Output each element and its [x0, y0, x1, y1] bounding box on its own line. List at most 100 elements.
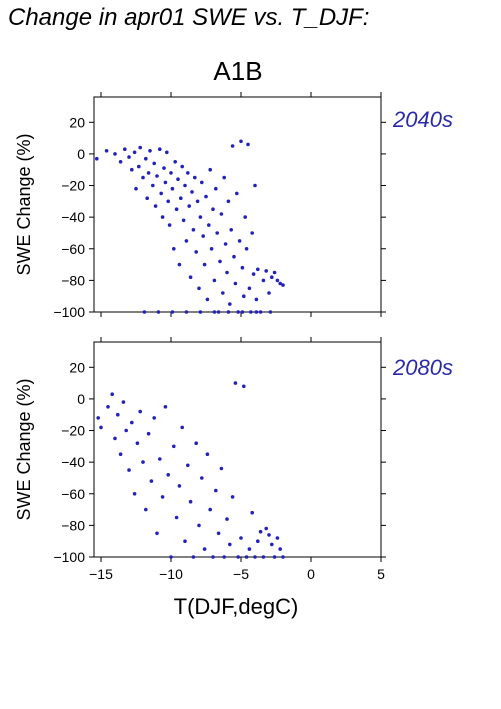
data-point	[138, 145, 142, 150]
data-point	[188, 275, 193, 280]
data-point	[226, 199, 231, 204]
data-point	[188, 499, 193, 504]
data-point	[162, 166, 166, 170]
y-tick-label: −100	[53, 304, 85, 320]
data-point	[222, 555, 226, 559]
data-point	[177, 484, 182, 488]
data-point	[197, 286, 201, 291]
data-point	[106, 405, 110, 409]
data-point	[236, 310, 240, 314]
data-point	[239, 536, 243, 540]
data-point	[194, 250, 198, 254]
data-point	[243, 215, 247, 219]
data-point	[281, 283, 285, 287]
y-axis-title: SWE Change (%)	[14, 378, 34, 520]
data-point	[249, 310, 253, 314]
data-point	[270, 542, 274, 547]
data-point	[278, 281, 283, 286]
data-point	[152, 416, 156, 420]
panel-1-frame	[93, 96, 382, 313]
data-point	[195, 199, 200, 204]
data-point	[198, 310, 203, 314]
panel-2-period-label: 2080s	[393, 355, 453, 380]
data-point	[197, 523, 201, 528]
data-point	[242, 384, 246, 389]
data-point	[251, 272, 256, 276]
data-point	[201, 234, 205, 238]
scenario-title: A1B	[213, 56, 263, 86]
data-point	[261, 278, 266, 283]
data-point	[118, 160, 123, 164]
page-title: Change in apr01 SWE vs. T_DJF:	[8, 4, 370, 31]
data-point	[275, 278, 280, 283]
data-point	[138, 409, 142, 414]
data-point	[186, 171, 190, 175]
y-tick-label: −100	[53, 549, 85, 565]
data-point	[155, 174, 159, 178]
data-point	[190, 190, 194, 194]
data-point	[132, 492, 137, 496]
data-point	[209, 247, 214, 251]
data-point	[255, 267, 260, 272]
data-point	[142, 310, 147, 314]
data-point	[226, 310, 231, 314]
x-axis-title: T(DJF,degC)	[173, 594, 299, 619]
x-tick-label: −5	[233, 566, 249, 582]
data-point	[180, 425, 184, 430]
data-point	[272, 270, 277, 275]
x-tick-label: 5	[377, 566, 385, 582]
data-point	[229, 228, 233, 232]
data-point	[258, 310, 263, 314]
data-point	[198, 215, 203, 219]
data-point	[95, 156, 99, 161]
data-point	[261, 555, 266, 559]
data-point	[235, 191, 239, 196]
data-point	[254, 310, 259, 314]
y-tick-label: −20	[61, 178, 85, 194]
data-point	[255, 539, 260, 543]
y-tick-label: 20	[69, 114, 85, 130]
data-point	[275, 536, 280, 540]
data-point	[163, 405, 168, 409]
data-point	[240, 265, 245, 270]
data-point	[278, 547, 283, 551]
data-point	[247, 547, 252, 551]
data-point	[215, 231, 219, 235]
data-point	[191, 228, 196, 232]
data-point	[166, 199, 170, 204]
data-point	[281, 555, 285, 559]
data-point	[130, 420, 134, 425]
data-point	[141, 175, 145, 180]
data-point	[149, 479, 154, 483]
data-point	[207, 223, 211, 227]
data-point	[146, 171, 151, 175]
y-tick-label: −40	[61, 209, 85, 225]
data-point	[159, 191, 163, 196]
data-point	[236, 555, 240, 559]
data-point	[267, 291, 271, 295]
data-point	[230, 495, 235, 499]
data-point	[135, 441, 140, 446]
data-point	[184, 310, 189, 314]
data-point	[179, 196, 183, 200]
data-point	[167, 223, 172, 227]
data-point	[151, 183, 155, 188]
data-point	[173, 160, 177, 164]
data-point	[212, 310, 217, 314]
y-tick-label: 0	[77, 146, 85, 162]
data-point	[219, 466, 224, 471]
data-point	[205, 297, 210, 302]
data-point	[237, 239, 242, 243]
data-point	[246, 142, 250, 147]
data-point	[104, 149, 109, 153]
data-point	[221, 291, 225, 295]
data-point	[132, 150, 137, 155]
x-tick-label: −15	[89, 566, 113, 582]
y-axis-title: SWE Change (%)	[14, 133, 34, 275]
data-point	[166, 473, 170, 477]
data-point	[193, 175, 197, 180]
data-point	[216, 531, 221, 536]
data-point	[144, 156, 148, 161]
data-point	[186, 463, 190, 468]
